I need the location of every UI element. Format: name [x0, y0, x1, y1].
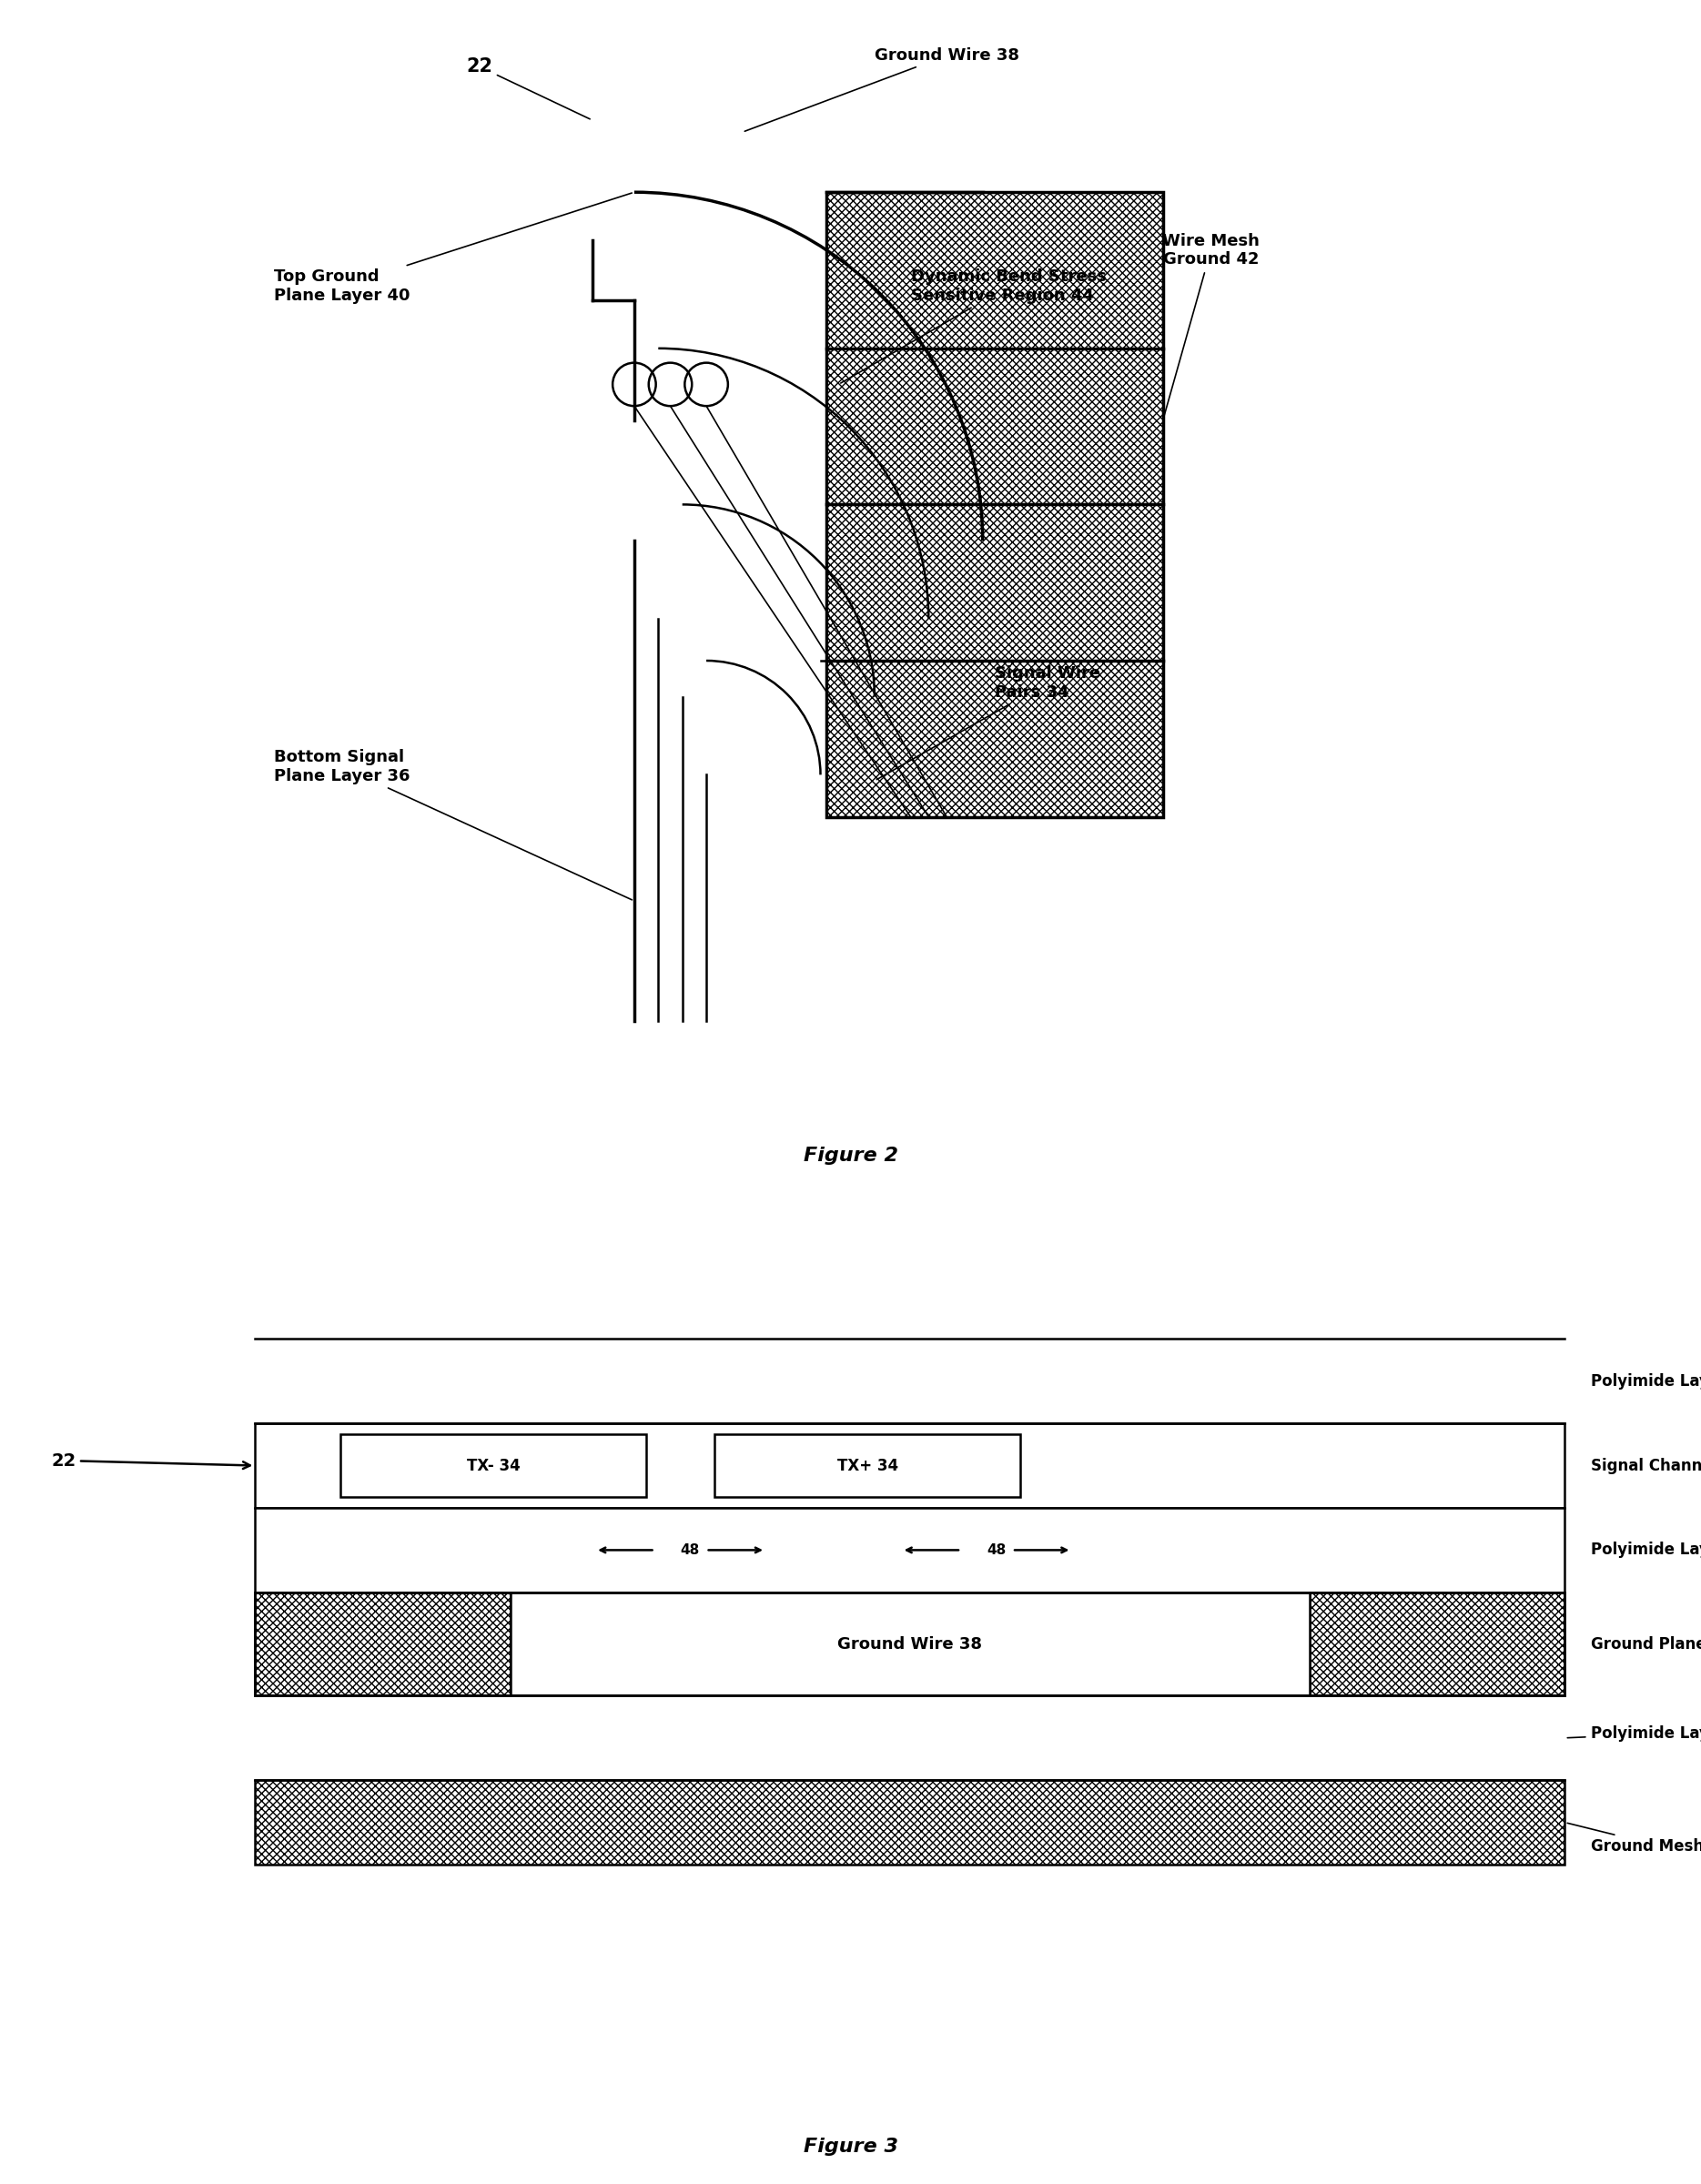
- Text: 48: 48: [680, 1544, 699, 1557]
- Text: Ground Mesh 42: Ground Mesh 42: [1567, 1824, 1701, 1854]
- Text: Polyimide Layer 46: Polyimide Layer 46: [1567, 1725, 1701, 1741]
- Bar: [255, 1424, 1565, 1507]
- Text: Polyimide Layer 46: Polyimide Layer 46: [1590, 1542, 1701, 1559]
- Text: Figure 3: Figure 3: [803, 2138, 898, 2156]
- Text: Figure 2: Figure 2: [803, 1147, 898, 1166]
- Bar: [827, 192, 1163, 817]
- Text: 22: 22: [51, 1452, 250, 1470]
- Bar: [255, 1592, 1565, 1695]
- Bar: [255, 1507, 1565, 1592]
- Text: Ground Plane Layer 40: Ground Plane Layer 40: [1590, 1636, 1701, 1651]
- Bar: [255, 1780, 1565, 1865]
- Text: Ground Wire 38: Ground Wire 38: [837, 1636, 983, 1651]
- Text: Top Ground
Plane Layer 40: Top Ground Plane Layer 40: [274, 192, 631, 304]
- Text: TX- 34: TX- 34: [466, 1457, 521, 1474]
- Text: Signal Channel Layer 36: Signal Channel Layer 36: [1590, 1457, 1701, 1474]
- Text: Ground Wire 38: Ground Wire 38: [745, 48, 1019, 131]
- Bar: [714, 1435, 1021, 1498]
- Bar: [1310, 1592, 1565, 1695]
- Text: Polyimide Layer 46: Polyimide Layer 46: [1590, 1374, 1701, 1389]
- Text: Wire Mesh
Ground 42: Wire Mesh Ground 42: [1162, 232, 1259, 417]
- Text: 22: 22: [466, 57, 590, 120]
- Bar: [340, 1435, 646, 1498]
- Text: Bottom Signal
Plane Layer 36: Bottom Signal Plane Layer 36: [274, 749, 633, 900]
- Text: TX+ 34: TX+ 34: [837, 1457, 898, 1474]
- Text: Dynamic Bend Stress
Sensitive Region 44: Dynamic Bend Stress Sensitive Region 44: [840, 269, 1106, 382]
- Text: 48: 48: [987, 1544, 1005, 1557]
- Text: Signal Wire
Pairs 34: Signal Wire Pairs 34: [876, 664, 1101, 780]
- Bar: [510, 1592, 1310, 1695]
- Bar: [255, 1592, 510, 1695]
